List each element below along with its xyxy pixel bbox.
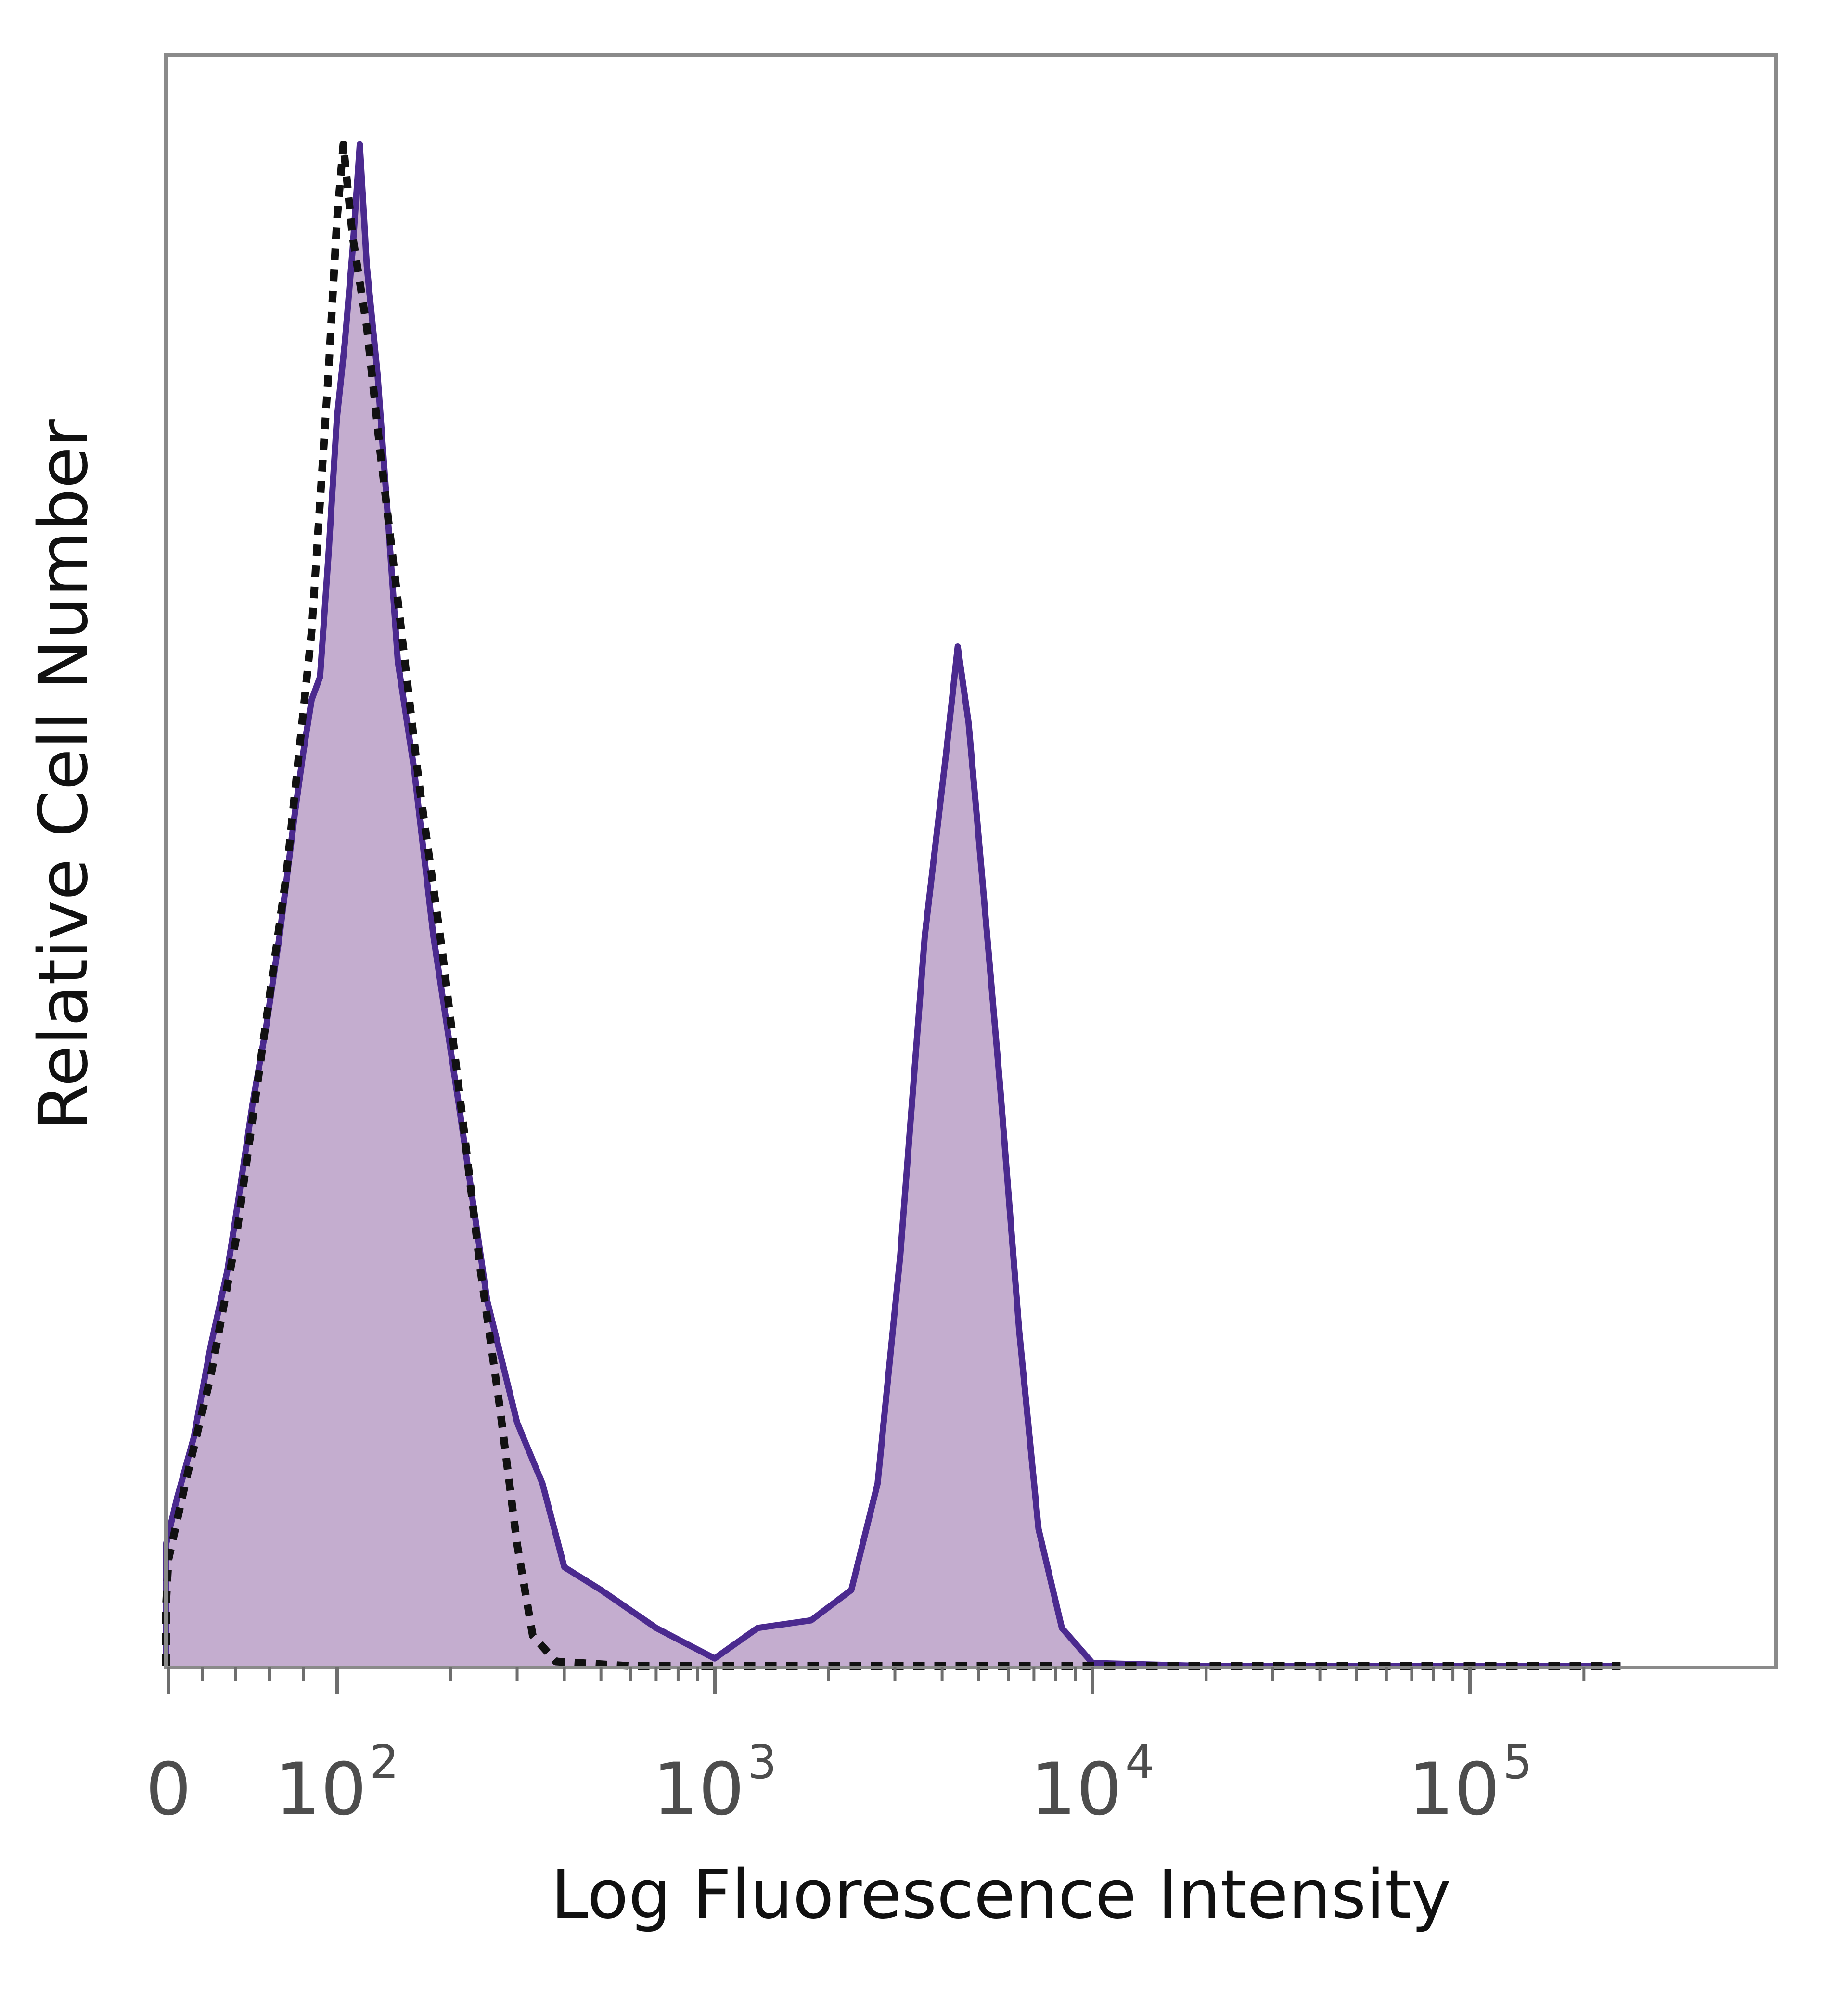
x-tick-label: 0 xyxy=(145,1748,191,1832)
x-axis-title: Log Fluorescence Intensity xyxy=(551,1856,1451,1934)
x-tick-label: 105 xyxy=(1408,1735,1532,1832)
stained-area xyxy=(166,144,1621,1666)
series-layer xyxy=(162,141,1621,1670)
x-axis: 0 102 103 104 105 xyxy=(145,1667,1586,1832)
x-tick-label: 104 xyxy=(1030,1735,1155,1832)
x-tick-label: 103 xyxy=(653,1735,777,1832)
plot-frame xyxy=(164,53,1778,1669)
y-axis-title: Relative Cell Number xyxy=(25,419,103,1130)
control-dashed-line xyxy=(162,141,1621,1670)
x-tick-label: 102 xyxy=(275,1735,399,1832)
